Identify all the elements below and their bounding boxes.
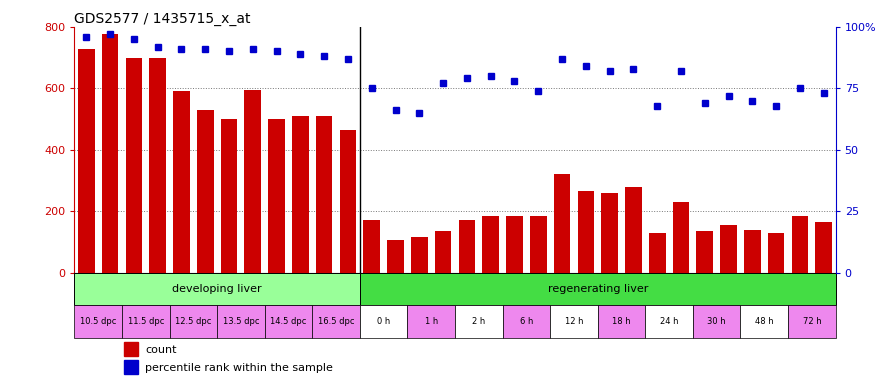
Bar	[458, 220, 475, 273]
Bar	[693, 305, 740, 338]
Bar	[601, 193, 618, 273]
Text: 13.5 dpc: 13.5 dpc	[222, 317, 259, 326]
Bar	[408, 305, 455, 338]
Bar	[124, 342, 137, 356]
Text: 1 h: 1 h	[424, 317, 438, 326]
Bar	[363, 220, 380, 273]
Bar	[220, 119, 237, 273]
Bar	[360, 273, 836, 305]
Bar	[646, 305, 693, 338]
Bar	[435, 231, 452, 273]
Bar	[312, 305, 360, 338]
Text: 48 h: 48 h	[755, 317, 774, 326]
Text: 0 h: 0 h	[377, 317, 390, 326]
Bar	[244, 90, 261, 273]
Bar	[720, 225, 737, 273]
Bar	[788, 305, 836, 338]
Bar	[265, 305, 312, 338]
Bar	[625, 187, 641, 273]
Text: 12 h: 12 h	[564, 317, 584, 326]
Bar	[150, 58, 166, 273]
Bar	[122, 305, 170, 338]
Text: 2 h: 2 h	[473, 317, 486, 326]
Bar	[124, 360, 137, 374]
Bar	[217, 305, 265, 338]
Text: 24 h: 24 h	[660, 317, 678, 326]
Bar	[360, 305, 408, 338]
Bar	[269, 119, 285, 273]
Bar	[482, 216, 499, 273]
Bar	[340, 130, 356, 273]
Bar	[74, 305, 122, 338]
Text: 11.5 dpc: 11.5 dpc	[128, 317, 164, 326]
Bar	[292, 116, 309, 273]
Bar	[170, 305, 217, 338]
Bar	[173, 91, 190, 273]
Text: GDS2577 / 1435715_x_at: GDS2577 / 1435715_x_at	[74, 12, 251, 26]
Text: developing liver: developing liver	[172, 284, 262, 294]
Bar	[816, 222, 832, 273]
Bar	[768, 233, 785, 273]
Bar	[792, 216, 808, 273]
Bar	[506, 216, 522, 273]
Bar	[740, 305, 788, 338]
Text: regenerating liver: regenerating liver	[548, 284, 648, 294]
Bar	[455, 305, 502, 338]
Bar	[744, 230, 760, 273]
Bar	[673, 202, 690, 273]
Bar	[502, 305, 550, 338]
Bar	[696, 231, 713, 273]
Bar	[197, 110, 214, 273]
Text: count: count	[145, 344, 177, 354]
Bar	[388, 240, 404, 273]
Text: 10.5 dpc: 10.5 dpc	[80, 317, 116, 326]
Bar	[78, 49, 94, 273]
Text: percentile rank within the sample: percentile rank within the sample	[145, 362, 333, 372]
Bar	[554, 174, 570, 273]
Bar	[550, 305, 598, 338]
Bar	[316, 116, 332, 273]
Bar	[125, 58, 142, 273]
Text: 6 h: 6 h	[520, 317, 533, 326]
Bar	[598, 305, 646, 338]
Text: 16.5 dpc: 16.5 dpc	[318, 317, 354, 326]
Text: 14.5 dpc: 14.5 dpc	[270, 317, 306, 326]
Text: 72 h: 72 h	[802, 317, 821, 326]
Bar	[74, 273, 360, 305]
Text: 12.5 dpc: 12.5 dpc	[175, 317, 212, 326]
Bar	[102, 34, 118, 273]
Bar	[411, 237, 428, 273]
Bar	[530, 216, 547, 273]
Bar	[649, 233, 666, 273]
Text: 18 h: 18 h	[612, 317, 631, 326]
Bar	[578, 191, 594, 273]
Text: 30 h: 30 h	[707, 317, 726, 326]
